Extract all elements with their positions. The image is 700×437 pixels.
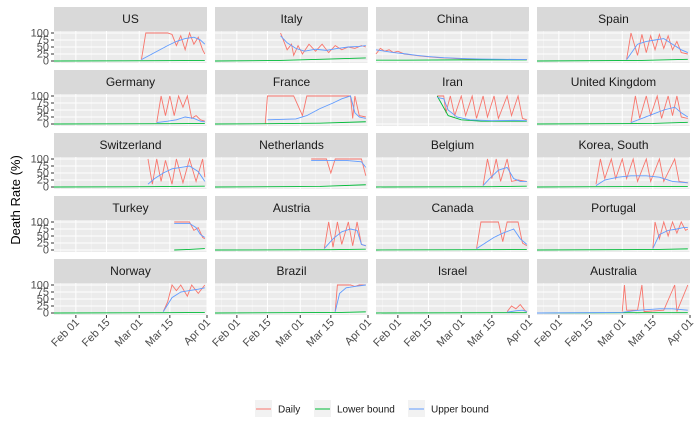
x-tick-label: Feb 01: [371, 317, 404, 350]
panel: Italy: [215, 7, 368, 63]
panel: Canada: [376, 196, 529, 252]
y-tick-label: 100: [31, 28, 49, 40]
panel-title: Switzerland: [99, 138, 161, 152]
panel-title: China: [437, 12, 469, 26]
panel: Austria: [215, 196, 368, 252]
legend: Daily Lower bound Upper bound: [255, 400, 489, 417]
x-tick-label: Mar 15: [626, 317, 659, 350]
panel: Portugal: [537, 196, 690, 252]
x-tick-label: Mar 01: [435, 317, 468, 350]
panel: Spain: [537, 7, 690, 63]
x-tick-label: Mar 01: [113, 317, 146, 350]
x-tick-label: Feb 15: [563, 317, 596, 350]
series-line-lower: [54, 60, 205, 61]
series-line-lower: [54, 123, 205, 124]
panel-title: Canada: [431, 201, 473, 215]
legend-item: Daily: [255, 400, 300, 417]
x-tick-label: Mar 15: [143, 317, 176, 350]
series-line-lower: [54, 312, 205, 313]
x-tick-label: Feb 01: [532, 317, 565, 350]
panel-title: Italy: [280, 12, 302, 26]
legend-label: Upper bound: [431, 405, 489, 416]
legend-item: Lower bound: [314, 400, 395, 417]
y-tick-label: 100: [31, 280, 49, 292]
panel: Belgium: [376, 133, 529, 189]
panel: Australia: [537, 259, 690, 315]
panel-title: Netherlands: [259, 138, 324, 152]
x-tick-label: Feb 01: [210, 317, 243, 350]
panel-title: Korea, South: [578, 138, 648, 152]
panel-title: Turkey: [112, 201, 148, 215]
x-tick-label: Apr 01: [504, 317, 535, 348]
panel-title: Israel: [438, 264, 467, 278]
x-tick-label: Mar 01: [596, 317, 629, 350]
x-tick-label: Feb 01: [49, 317, 82, 350]
panel-title: Norway: [110, 264, 151, 278]
x-tick-label: Mar 15: [304, 317, 337, 350]
panel-title: Spain: [598, 12, 629, 26]
panel-title: US: [122, 12, 139, 26]
panel-title: Brazil: [276, 264, 306, 278]
x-tick-label: Feb 15: [241, 317, 274, 350]
panel-title: United Kingdom: [571, 75, 656, 89]
panel: United Kingdom: [537, 70, 690, 126]
panel-title: Australia: [590, 264, 637, 278]
panel: Iran: [376, 70, 529, 126]
series-line-lower: [376, 249, 527, 250]
x-tick-label: Mar 01: [274, 317, 307, 350]
x-tick-label: Feb 15: [80, 317, 113, 350]
y-tick-label: 100: [31, 217, 49, 229]
panel: France: [215, 70, 368, 126]
legend-item: Upper bound: [408, 400, 489, 417]
panel: Korea, South: [537, 133, 690, 189]
panel: Brazil: [215, 259, 368, 315]
panel: Israel: [376, 259, 529, 315]
y-axis-title: Death Rate (%): [8, 155, 23, 245]
x-tick-label: Apr 01: [665, 317, 696, 348]
panel: Netherlands: [215, 133, 368, 189]
x-tick-label: Apr 01: [343, 317, 374, 348]
panel: China: [376, 7, 529, 63]
panel-title: Germany: [106, 75, 155, 89]
y-tick-label: 100: [31, 154, 49, 166]
x-tick-label: Feb 15: [402, 317, 435, 350]
legend-label: Lower bound: [337, 405, 395, 416]
x-tick-label: Mar 15: [465, 317, 498, 350]
y-tick-label: 100: [31, 91, 49, 103]
series-line-lower: [537, 186, 688, 187]
x-tick-label: Apr 01: [182, 317, 213, 348]
panel-title: Portugal: [591, 201, 636, 215]
panel-title: Austria: [273, 201, 311, 215]
legend-label: Daily: [278, 405, 300, 416]
panel-title: Iran: [442, 75, 463, 89]
panel-title: Belgium: [431, 138, 474, 152]
panel-title: France: [273, 75, 311, 89]
